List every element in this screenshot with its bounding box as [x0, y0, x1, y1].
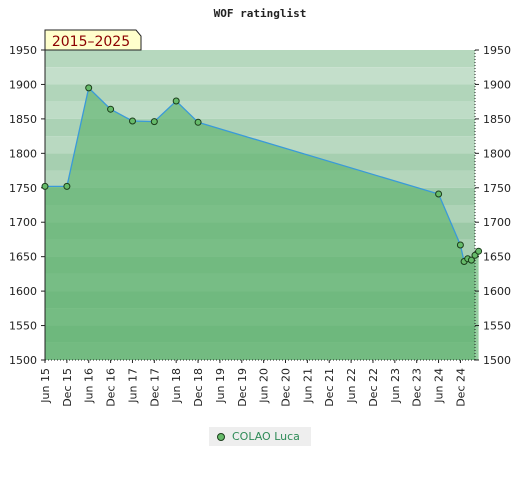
y-tick-label: 1950: [9, 44, 37, 57]
y-tick-label: 1900: [9, 78, 37, 91]
x-tick-label: Jun 15: [39, 368, 52, 404]
grid-band: [45, 50, 475, 68]
x-tick-label: Jun 18: [170, 368, 183, 404]
y-tick-label: 1900: [483, 78, 511, 91]
x-tick-label: Jun 19: [214, 368, 227, 404]
series-area: [45, 87, 479, 361]
x-tick-label: Dec 19: [236, 368, 249, 407]
y-tick-label: 1750: [483, 182, 511, 195]
year-range-label: 2015–2025: [52, 34, 130, 50]
y-tick-label: 1500: [9, 354, 37, 367]
legend-label: COLAO Luca: [232, 430, 300, 443]
data-point: [194, 118, 202, 126]
x-tick-label: Jun 17: [126, 368, 139, 404]
y-tick-label: 1600: [483, 285, 511, 298]
y-tick-label: 1950: [483, 44, 511, 57]
data-point: [435, 190, 443, 198]
x-tick-label: Jun 23: [389, 368, 402, 404]
grid-band: [45, 67, 475, 85]
legend-marker-icon: [217, 432, 225, 441]
x-tick-label: Dec 23: [411, 368, 424, 407]
grid-band: [45, 84, 475, 102]
chart-title: WOF ratinglist: [214, 7, 307, 20]
y-tick-label: 1700: [9, 216, 37, 229]
y-ticks-left: 1500 1550 1600 1650 1700 1750 1800 1850 1900 1950: [9, 44, 45, 367]
x-tick-label: Dec 20: [280, 368, 293, 407]
y-tick-label: 1600: [9, 285, 37, 298]
data-point: [41, 182, 49, 190]
data-point: [150, 118, 158, 126]
y-ticks-right: 1500 1550 1600 1650 1700 1750 1800 1850 1900 1950: [475, 44, 511, 367]
y-tick-label: 1650: [483, 251, 511, 264]
y-tick-label: 1500: [483, 354, 511, 367]
x-tick-label: Dec 15: [61, 368, 74, 407]
x-tick-label: Dec 21: [323, 368, 336, 407]
data-point: [172, 97, 180, 105]
y-tick-label: 1850: [9, 113, 37, 126]
axes: [44, 50, 476, 361]
y-tick-label: 1650: [9, 251, 37, 264]
data-point: [107, 105, 115, 113]
y-tick-label: 1800: [9, 147, 37, 160]
x-tick-label: Dec 22: [367, 368, 380, 407]
grid-band: [45, 101, 475, 119]
data-point: [85, 84, 93, 92]
data-point: [467, 256, 475, 264]
data-point: [475, 247, 483, 255]
x-tick-label: Jun 22: [345, 368, 358, 404]
x-tick-label: Jun 16: [83, 368, 96, 404]
y-tick-label: 1750: [9, 182, 37, 195]
y-tick-label: 1700: [483, 216, 511, 229]
data-point: [456, 241, 464, 249]
y-tick-label: 1850: [483, 113, 511, 126]
x-tick-label: Jun 24: [433, 368, 446, 404]
x-tick-label: Dec 18: [192, 368, 205, 407]
x-tick-label: Dec 17: [148, 368, 161, 407]
x-tick-label: Jun 21: [301, 368, 314, 404]
y-tick-label: 1800: [483, 147, 511, 160]
data-points: [41, 84, 483, 265]
x-tick-label: Jun 20: [258, 368, 271, 404]
x-ticks: Jun 15 Dec 15 Jun 16 Dec 16 Jun 17 Dec 17 Jun …: [39, 360, 467, 407]
legend[interactable]: COLAO Luca: [209, 427, 311, 446]
x-tick-label: Dec 24: [454, 368, 467, 407]
y-tick-label: 1550: [483, 320, 511, 333]
x-tick-label: Dec 16: [105, 368, 118, 407]
data-point: [63, 182, 71, 190]
data-point: [129, 117, 136, 125]
y-tick-label: 1550: [9, 320, 37, 333]
year-range-badge: 2015–2025: [44, 29, 142, 51]
